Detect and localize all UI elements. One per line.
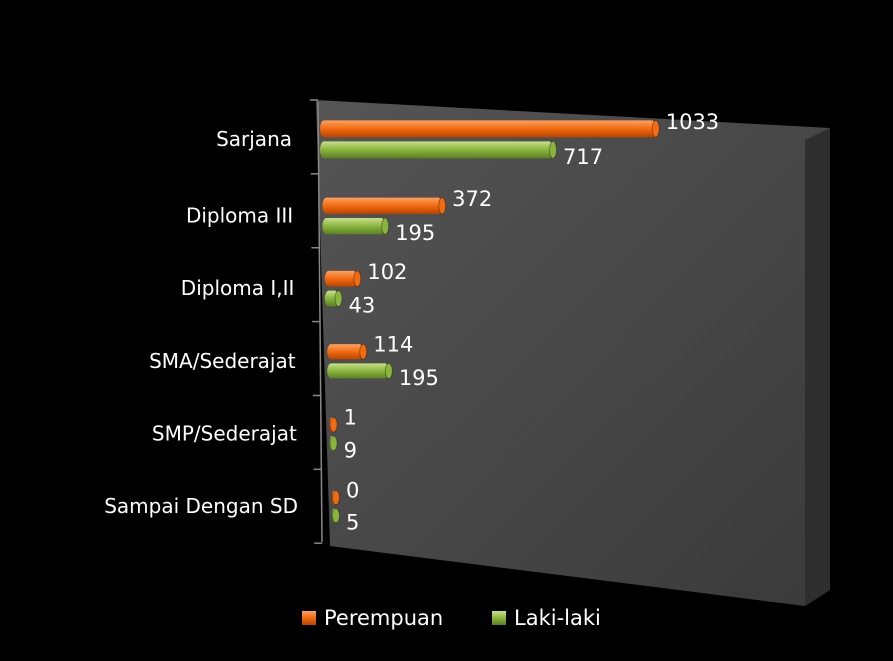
plot-wall [316, 100, 830, 606]
legend-swatch [302, 611, 316, 625]
bar [327, 363, 389, 379]
bar [322, 197, 443, 214]
value-label: 9 [344, 438, 357, 462]
bar [324, 270, 358, 287]
bar [322, 218, 386, 235]
value-label: 43 [349, 294, 376, 318]
legend-label: Perempuan [324, 606, 443, 630]
bar-cap [359, 343, 368, 360]
value-label: 102 [367, 260, 407, 284]
legend-label: Laki-laki [514, 606, 601, 630]
value-label: 1033 [666, 110, 719, 134]
category-label: SMP/Sederajat [152, 422, 297, 446]
value-label: 5 [346, 511, 359, 535]
value-label: 114 [373, 333, 413, 357]
value-label: 1 [344, 406, 357, 430]
bar-cap [549, 140, 558, 159]
bar [320, 141, 554, 159]
axis-ticks [310, 99, 323, 544]
bar-cap [381, 217, 390, 235]
bar-cap [329, 416, 338, 433]
category-label: Sarjana [216, 127, 292, 151]
bar-cap [329, 435, 338, 452]
bar-cap [353, 270, 362, 288]
value-label: 195 [399, 366, 439, 390]
category-label: Diploma III [186, 204, 293, 228]
bar-cap [651, 119, 660, 138]
plot-side [805, 128, 830, 606]
bar-cap [334, 290, 343, 307]
bar-cap [332, 490, 340, 506]
bar [320, 120, 656, 138]
bar-cap [332, 508, 340, 524]
value-label: 195 [395, 221, 435, 245]
value-label: 0 [346, 479, 359, 503]
category-label: SMA/Sederajat [149, 349, 296, 373]
bar [324, 290, 339, 307]
legend-swatch [492, 611, 506, 625]
bar-cap [438, 197, 447, 215]
value-label: 717 [563, 145, 603, 169]
bar-cap [384, 362, 393, 380]
category-label: Sampai Dengan SD [104, 494, 298, 518]
bar [327, 344, 364, 360]
value-label: 372 [452, 187, 492, 211]
category-label: Diploma I,II [181, 276, 295, 300]
